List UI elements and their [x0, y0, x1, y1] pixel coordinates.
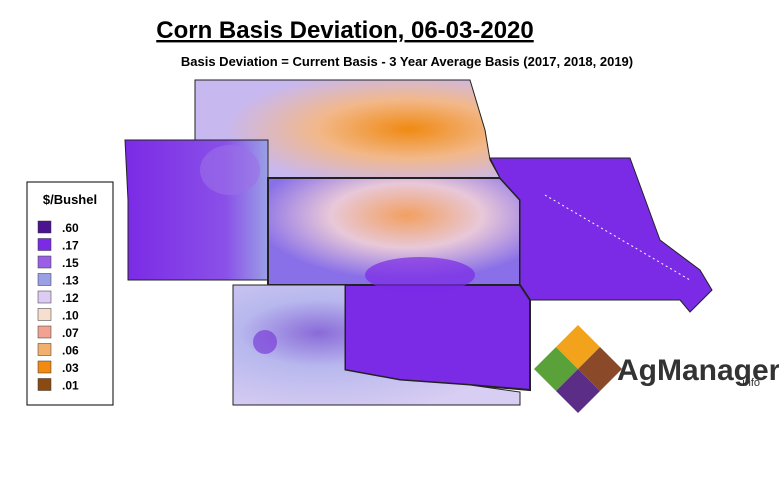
legend-swatch — [37, 290, 52, 304]
texas-panhandle — [232, 284, 521, 406]
title: Corn Basis Deviation, 06-03-2020 — [156, 17, 534, 44]
legend-swatch — [37, 273, 52, 286]
missouri — [489, 157, 713, 313]
local-spot — [253, 330, 277, 354]
local-spot — [200, 145, 260, 195]
legend-title: $/Bushel — [43, 192, 97, 207]
legend-items: .60 .17 .15 .13 .12 .10 .07 .06 .03 .01 — [37, 220, 79, 393]
logo-suffix: .info — [739, 377, 760, 389]
legend-swatch — [37, 343, 52, 356]
legend-label: .60 — [62, 221, 79, 235]
legend-swatch — [37, 308, 52, 321]
legend-swatch — [37, 255, 52, 269]
subtitle: Basis Deviation = Current Basis - 3 Year… — [181, 54, 633, 69]
logo: AgManager .info — [534, 325, 779, 413]
legend-label: .17 — [62, 239, 79, 253]
legend-swatch — [37, 238, 52, 251]
legend-label: .12 — [62, 291, 79, 305]
oklahoma — [344, 284, 531, 392]
route-line — [544, 194, 691, 281]
legend-label: .13 — [62, 274, 79, 288]
legend-swatch — [37, 325, 52, 339]
logo-name: AgManager — [617, 354, 779, 387]
local-spot — [365, 257, 475, 293]
legend-label: .06 — [62, 344, 79, 358]
legend-swatch — [37, 360, 52, 374]
logo-diamond — [556, 369, 600, 413]
legend-swatch — [37, 378, 52, 391]
legend-label: .03 — [62, 361, 79, 375]
legend-label: .10 — [62, 309, 79, 323]
legend-label: .15 — [62, 256, 79, 270]
legend-label: .01 — [62, 379, 79, 393]
legend-label: .07 — [62, 326, 79, 340]
legend-swatch — [37, 220, 52, 234]
